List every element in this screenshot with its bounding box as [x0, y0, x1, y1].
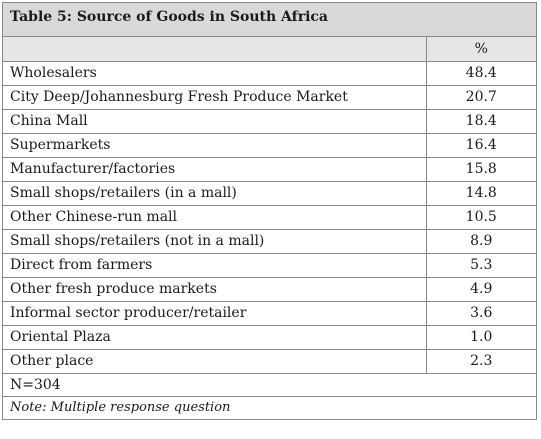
table-row: Oriental Plaza 1.0 — [3, 324, 536, 350]
source-label-cell: Informal sector producer/retailer — [3, 300, 427, 326]
percent-value-cell: 16.4 — [425, 132, 536, 158]
percent-value-cell: 15.8 — [425, 156, 536, 182]
percent-value-cell: 4.9 — [425, 276, 536, 302]
source-of-goods-table: Table 5: Source of Goods in South Africa… — [2, 2, 537, 420]
table-row: China Mall 18.4 — [3, 108, 536, 134]
table-row: Informal sector producer/retailer 3.6 — [3, 300, 536, 326]
table-row: Wholesalers 48.4 — [3, 60, 536, 86]
percent-value-cell: 18.4 — [425, 108, 536, 134]
source-label-cell: Small shops/retailers (in a mall) — [3, 180, 427, 206]
table-row: Direct from farmers 5.3 — [3, 252, 536, 278]
source-label-cell: Supermarkets — [3, 132, 427, 158]
percent-value-cell: 5.3 — [425, 252, 536, 278]
table-row: Other place 2.3 — [3, 348, 536, 374]
table-row: Other fresh produce markets 4.9 — [3, 276, 536, 302]
table-row: Small shops/retailers (in a mall) 14.8 — [3, 180, 536, 206]
source-label-cell: Wholesalers — [3, 60, 427, 86]
percent-value-cell: 3.6 — [425, 300, 536, 326]
table-title-bar: Table 5: Source of Goods in South Africa — [3, 3, 536, 37]
source-label-cell: Other fresh produce markets — [3, 276, 427, 302]
percent-value-cell: 20.7 — [425, 84, 536, 110]
source-label-cell: Other place — [3, 348, 427, 374]
table-row: Other Chinese-run mall 10.5 — [3, 204, 536, 230]
percent-value-cell: 48.4 — [425, 60, 536, 86]
source-label-cell: Direct from farmers — [3, 252, 427, 278]
percent-value-cell: 8.9 — [425, 228, 536, 254]
table-note-cell: Note: Multiple response question — [3, 395, 536, 419]
sample-size-cell: N=304 — [3, 372, 536, 397]
source-label-cell: Manufacturer/factories — [3, 156, 427, 182]
table-title: Table 5: Source of Goods in South Africa — [10, 8, 328, 25]
source-label-cell: China Mall — [3, 108, 427, 134]
percent-value-cell: 1.0 — [425, 324, 536, 350]
data-table: % Wholesalers 48.4 City Deep/Johannesburg … — [3, 37, 536, 419]
header-percent-cell: % — [425, 37, 536, 62]
header-row: % — [3, 37, 536, 62]
table-row: City Deep/Johannesburg Fresh Produce Mar… — [3, 84, 536, 110]
note-row: Note: Multiple response question — [3, 395, 536, 419]
source-label-cell: Oriental Plaza — [3, 324, 427, 350]
table-row: Manufacturer/factories 15.8 — [3, 156, 536, 182]
table-row: Small shops/retailers (not in a mall) 8.9 — [3, 228, 536, 254]
table-row: Supermarkets 16.4 — [3, 132, 536, 158]
percent-value-cell: 2.3 — [425, 348, 536, 374]
header-label-cell — [3, 37, 427, 62]
percent-value-cell: 14.8 — [425, 180, 536, 206]
source-label-cell: Other Chinese-run mall — [3, 204, 427, 230]
sample-size-row: N=304 — [3, 372, 536, 397]
source-label-cell: City Deep/Johannesburg Fresh Produce Mar… — [3, 84, 427, 110]
percent-value-cell: 10.5 — [425, 204, 536, 230]
source-label-cell: Small shops/retailers (not in a mall) — [3, 228, 427, 254]
